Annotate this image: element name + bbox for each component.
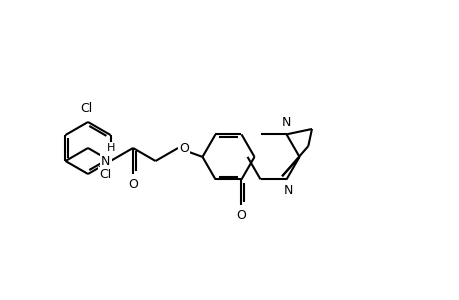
Text: O: O — [179, 142, 189, 154]
Text: Cl: Cl — [99, 168, 112, 181]
Text: N: N — [101, 154, 110, 167]
Text: Cl: Cl — [80, 102, 92, 115]
Text: N: N — [281, 116, 291, 129]
Text: H: H — [107, 143, 116, 153]
Text: N: N — [283, 184, 292, 197]
Text: O: O — [128, 178, 138, 191]
Text: O: O — [236, 209, 246, 222]
